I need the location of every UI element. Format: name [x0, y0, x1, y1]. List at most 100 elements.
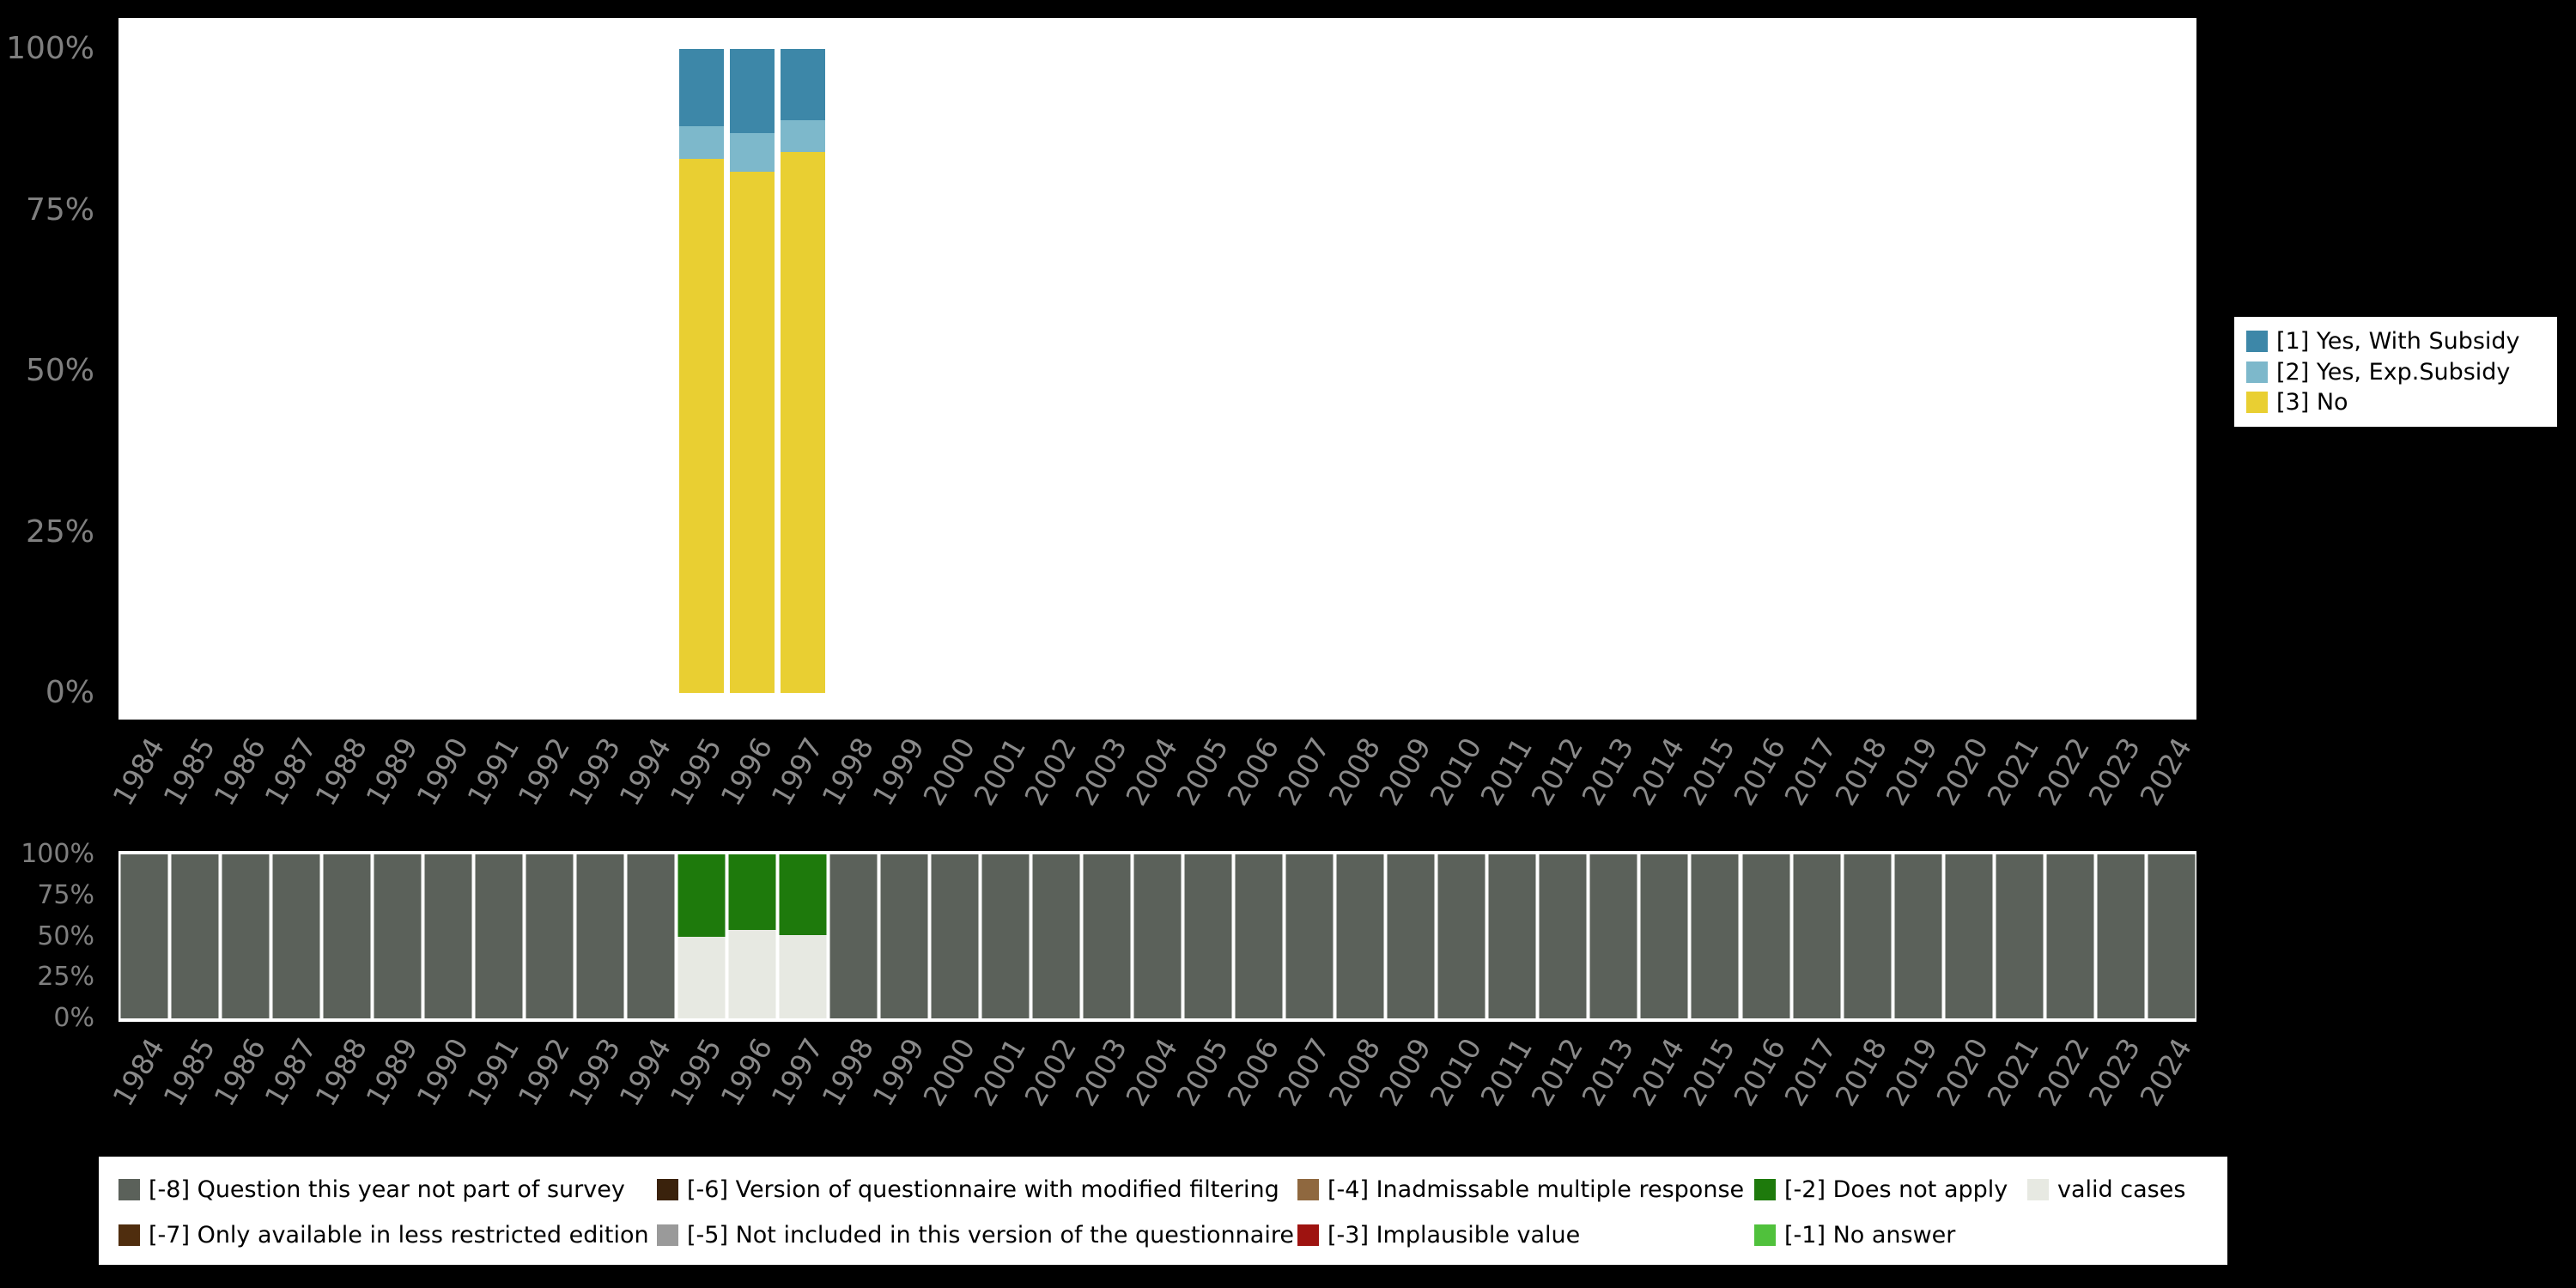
- bar-segment: [1793, 854, 1841, 1018]
- bar-slot-2015: [1690, 49, 1741, 693]
- bar-segment: [2046, 854, 2094, 1018]
- bar-segment: [1285, 854, 1334, 1018]
- bar-1999: [882, 49, 927, 693]
- x-axis-label: 1995: [663, 732, 728, 811]
- legend-item: [-3] Implausible value: [1297, 1224, 1580, 1247]
- bar-segment: [779, 854, 827, 935]
- legend-item: [1] Yes, With Subsidy: [2246, 330, 2545, 353]
- x-axis-label: 2021: [1980, 1032, 2046, 1112]
- bar-segment: [1437, 854, 1485, 1018]
- legend-swatch: [118, 1224, 140, 1246]
- bar-segment: [780, 119, 825, 152]
- x-axis-label: 2022: [2031, 1032, 2097, 1112]
- x-axis-label: 2024: [2132, 1032, 2198, 1112]
- legend-label: [3] No: [2276, 389, 2348, 416]
- bar-2021: [1996, 854, 2044, 1018]
- legend-item: [3] No: [2246, 391, 2545, 414]
- legend-swatch: [1754, 1179, 1776, 1200]
- bar-segment: [2148, 854, 2196, 1018]
- bar-slot-2002: [1031, 854, 1082, 1018]
- bar-segment: [1488, 854, 1536, 1018]
- bar-1997: [779, 854, 827, 1018]
- bar-2007: [1285, 854, 1334, 1018]
- bar-segment: [171, 854, 219, 1018]
- bar-2010: [1437, 854, 1485, 1018]
- x-axis-label: 2003: [1068, 1032, 1134, 1112]
- bar-2019: [1894, 854, 1942, 1018]
- bar-slot-2007: [1285, 854, 1335, 1018]
- x-axis-label: 2015: [1676, 1032, 1742, 1112]
- bar-slot-1994: [625, 49, 676, 693]
- x-axis-label: 2004: [1119, 1032, 1185, 1112]
- bar-slot-2004: [1133, 49, 1183, 693]
- x-axis-label: 1994: [612, 732, 677, 811]
- bar-1998: [831, 49, 876, 693]
- legend-item: [-5] Not included in this version of the…: [657, 1224, 1294, 1247]
- bar-slot-2006: [1234, 49, 1285, 693]
- bar-2005: [1184, 854, 1232, 1018]
- bar-slot-2000: [930, 49, 981, 693]
- bar-slot-2003: [1082, 854, 1133, 1018]
- legend-label: [-3] Implausible value: [1327, 1222, 1581, 1249]
- bar-2006: [1236, 49, 1281, 693]
- bar-2007: [1287, 49, 1332, 693]
- bar-slot-2009: [1386, 854, 1437, 1018]
- bar-slot-1989: [372, 854, 422, 1018]
- x-axis-label: 2020: [1929, 732, 1996, 811]
- x-axis-label: 1986: [206, 1032, 272, 1112]
- bar-1991: [477, 49, 521, 693]
- bar-segment: [729, 171, 775, 693]
- bar-slot-2000: [930, 854, 981, 1018]
- bar-2012: [1539, 854, 1587, 1018]
- x-axis-label: 2007: [1271, 732, 1337, 811]
- x-axis-label: 2006: [1220, 732, 1286, 811]
- bar-segment: [931, 854, 979, 1018]
- bar-segment: [678, 126, 724, 159]
- bar-1993: [576, 854, 624, 1018]
- y-axis-label: 100%: [21, 839, 94, 869]
- bar-slot-2012: [1538, 854, 1589, 1018]
- x-axis-label: 1993: [562, 732, 627, 811]
- x-axis-label: 2007: [1271, 1032, 1337, 1112]
- legend-swatch: [1297, 1179, 1319, 1200]
- bar-slot-2007: [1285, 49, 1335, 693]
- bar-slot-2016: [1741, 49, 1791, 693]
- bar-slot-1984: [118, 854, 169, 1018]
- x-axis-label: 1998: [815, 732, 881, 811]
- bar-slot-1996: [726, 854, 777, 1018]
- bar-2008: [1336, 854, 1384, 1018]
- y-axis-label: 25%: [25, 513, 94, 550]
- y-axis-label: 25%: [37, 962, 94, 993]
- bar-slot-1999: [878, 49, 929, 693]
- bar-1994: [627, 854, 675, 1018]
- x-axis-label: 2017: [1777, 1032, 1844, 1112]
- bar-segment: [120, 854, 168, 1018]
- bar-slot-2005: [1183, 854, 1234, 1018]
- bar-segment: [1235, 854, 1283, 1018]
- legend-label: [-6] Version of questionnaire with modif…: [687, 1176, 1279, 1203]
- bar-1985: [173, 49, 217, 693]
- bar-segment: [374, 854, 422, 1018]
- bar-segment: [1184, 854, 1232, 1018]
- bar-2001: [981, 854, 1030, 1018]
- missing-values-legend: [-8] Question this year not part of surv…: [99, 1157, 2227, 1265]
- bar-1986: [222, 854, 270, 1018]
- x-axis-label: 2008: [1321, 732, 1388, 811]
- bar-slot-2018: [1842, 854, 1893, 1018]
- bar-2003: [1083, 854, 1131, 1018]
- bar-segment: [526, 854, 574, 1018]
- bar-2022: [2046, 854, 2094, 1018]
- bar-slot-1985: [169, 49, 220, 693]
- bar-slot-2006: [1234, 854, 1285, 1018]
- x-axis-label: 1993: [562, 1032, 627, 1112]
- bar-segment: [729, 49, 775, 133]
- bar-segment: [677, 936, 726, 1018]
- legend-label: [-8] Question this year not part of surv…: [149, 1176, 625, 1203]
- x-axis-label: 1998: [815, 1032, 881, 1112]
- bar-slot-1984: [118, 49, 169, 693]
- x-axis-label: 2005: [1170, 1032, 1236, 1112]
- x-axis-label: 2023: [2081, 1032, 2148, 1112]
- bar-slot-2011: [1487, 854, 1538, 1018]
- legend-swatch: [118, 1179, 140, 1200]
- x-axis-label: 2014: [1625, 1032, 1692, 1112]
